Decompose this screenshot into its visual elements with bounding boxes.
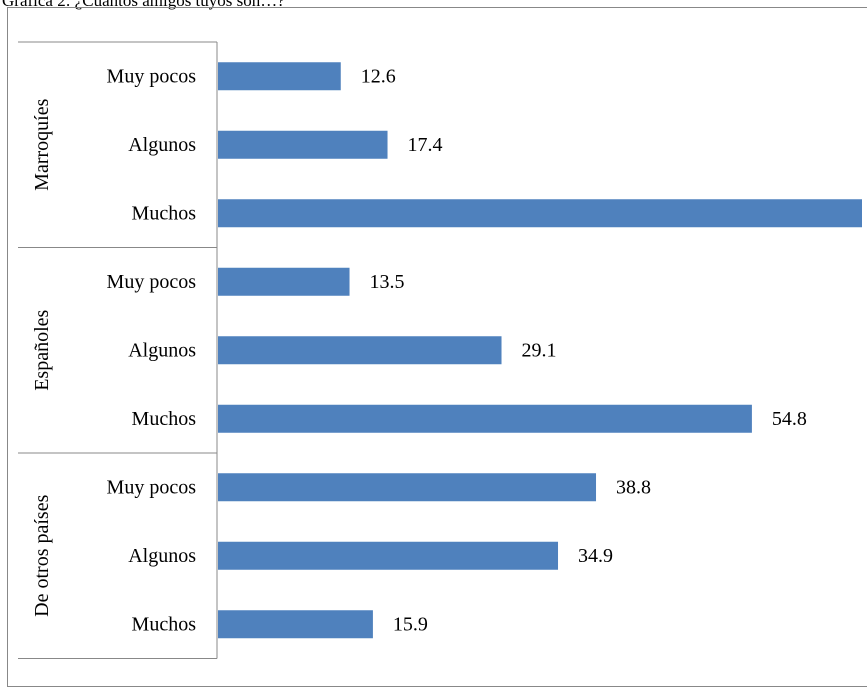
group-label: De otros países: [31, 494, 53, 616]
bar: [218, 473, 597, 502]
bar: [218, 336, 502, 365]
data-label: 29.1: [522, 339, 557, 361]
category-label: Muy pocos: [107, 476, 197, 498]
category-label: Muy pocos: [107, 271, 197, 293]
data-label: 15.9: [393, 613, 428, 635]
data-label: 17.4: [408, 134, 443, 156]
category-label: Algunos: [128, 339, 196, 361]
category-label: Algunos: [128, 134, 196, 156]
category-label: Algunos: [128, 545, 196, 567]
category-label: Muchos: [132, 613, 197, 635]
bar: [218, 62, 341, 91]
group-label: Marroquíes: [31, 98, 53, 190]
bar: [218, 404, 752, 433]
category-label: Muchos: [132, 202, 197, 224]
category-label: Muchos: [132, 408, 197, 430]
bar: [218, 610, 373, 639]
group-label: Españoles: [31, 309, 53, 390]
bar: [218, 130, 388, 159]
data-label: 54.8: [772, 408, 807, 430]
bar: [218, 267, 350, 296]
data-label: 38.8: [616, 476, 651, 498]
data-label: 12.6: [361, 65, 396, 87]
bar: [218, 199, 862, 228]
chart-caption: Gráfica 2: ¿Cuántos amigos tuyos son…?: [2, 0, 285, 10]
bar: [218, 541, 559, 570]
category-label: Muy pocos: [107, 65, 197, 87]
data-label: 13.5: [370, 271, 405, 293]
data-label: 34.9: [578, 545, 613, 567]
